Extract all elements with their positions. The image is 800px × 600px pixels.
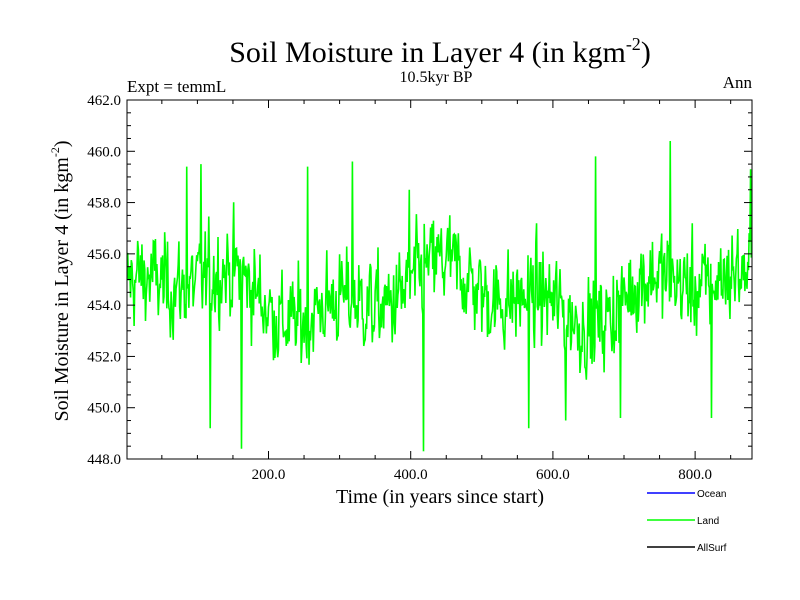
legend-label-land: Land xyxy=(697,516,719,527)
season-label: Ann xyxy=(723,73,753,92)
y-tick-label: 458.0 xyxy=(87,196,121,212)
x-tick-label: 400.0 xyxy=(394,467,428,483)
y-axis-label-close: ) xyxy=(51,140,73,147)
y-tick-label: 448.0 xyxy=(87,452,121,468)
y-tick-label: 456.0 xyxy=(87,247,121,263)
y-axis-label-superscript: -2 xyxy=(48,147,62,157)
y-tick-label: 450.0 xyxy=(87,401,121,417)
y-tick-label: 454.0 xyxy=(87,298,121,314)
chart-title-close: ) xyxy=(641,36,651,69)
y-tick-label: 462.0 xyxy=(87,93,121,109)
land-series-line xyxy=(127,141,752,452)
legend-label-ocean: Ocean xyxy=(697,489,726,500)
chart-title-superscript: -2 xyxy=(626,34,641,54)
y-tick-label: 452.0 xyxy=(87,349,121,365)
y-tick-label: 460.0 xyxy=(87,144,121,160)
y-axis-label-text: Soil Moisture in Layer 4 (in kgm xyxy=(51,157,73,422)
x-tick-label: 200.0 xyxy=(252,467,286,483)
chart-title: Soil Moisture in Layer 4 (in kgm-2) xyxy=(229,34,651,69)
x-axis-label: Time (in years since start) xyxy=(336,486,544,508)
experiment-label: Expt = temmL xyxy=(127,77,226,96)
chart-title-text: Soil Moisture in Layer 4 (in kgm xyxy=(229,36,626,69)
y-axis-label: Soil Moisture in Layer 4 (in kgm-2) xyxy=(48,140,73,421)
legend-label-allsurf: AllSurf xyxy=(697,543,727,554)
x-tick-label: 800.0 xyxy=(678,467,712,483)
x-tick-label: 600.0 xyxy=(536,467,570,483)
chart-subtitle: 10.5kyr BP xyxy=(400,69,473,86)
